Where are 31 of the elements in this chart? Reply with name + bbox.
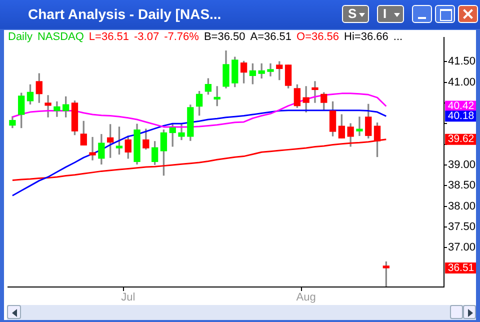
annotation: ... xyxy=(393,31,403,43)
candlestick xyxy=(44,95,52,118)
y-tick-label: 37.50 xyxy=(448,221,476,234)
annotation: 40.18 xyxy=(448,110,474,122)
annotation: O=36.56 xyxy=(296,31,340,43)
annotation: 39.62 xyxy=(448,133,474,146)
x-tick-label: Jul xyxy=(121,292,136,304)
y-tick-label: 39.00 xyxy=(448,159,476,172)
chart-title: Chart Analysis - Daily [NAS... xyxy=(28,6,222,22)
annotation: B=36.50 xyxy=(204,31,246,43)
y-tick-label: 41.00 xyxy=(448,76,476,88)
annotation: Daily xyxy=(8,31,32,43)
y-tick-label: 38.00 xyxy=(448,200,476,212)
y-tick-label: 37.00 xyxy=(448,242,476,254)
y-tick-label: 41.50 xyxy=(448,56,476,68)
candlestick xyxy=(89,136,96,160)
text: I xyxy=(383,6,387,22)
candlestick xyxy=(356,116,363,136)
candlestick xyxy=(312,81,318,103)
annotation: L=36.51 xyxy=(88,31,129,43)
annotation: 40.42 xyxy=(448,100,474,112)
y-tick-label: 38.50 xyxy=(448,180,476,192)
annotation: A=36.51 xyxy=(250,31,292,43)
text: S xyxy=(348,6,357,22)
annotation: NASDAQ xyxy=(37,31,84,43)
annotation: Hi=36.66 xyxy=(344,31,388,43)
annotation: 36.51 xyxy=(448,262,474,274)
x-tick-label: Aug xyxy=(296,292,316,304)
annotation: -3.07 xyxy=(134,31,160,43)
annotation: -7.76% xyxy=(164,31,199,43)
candlestick xyxy=(267,63,274,76)
